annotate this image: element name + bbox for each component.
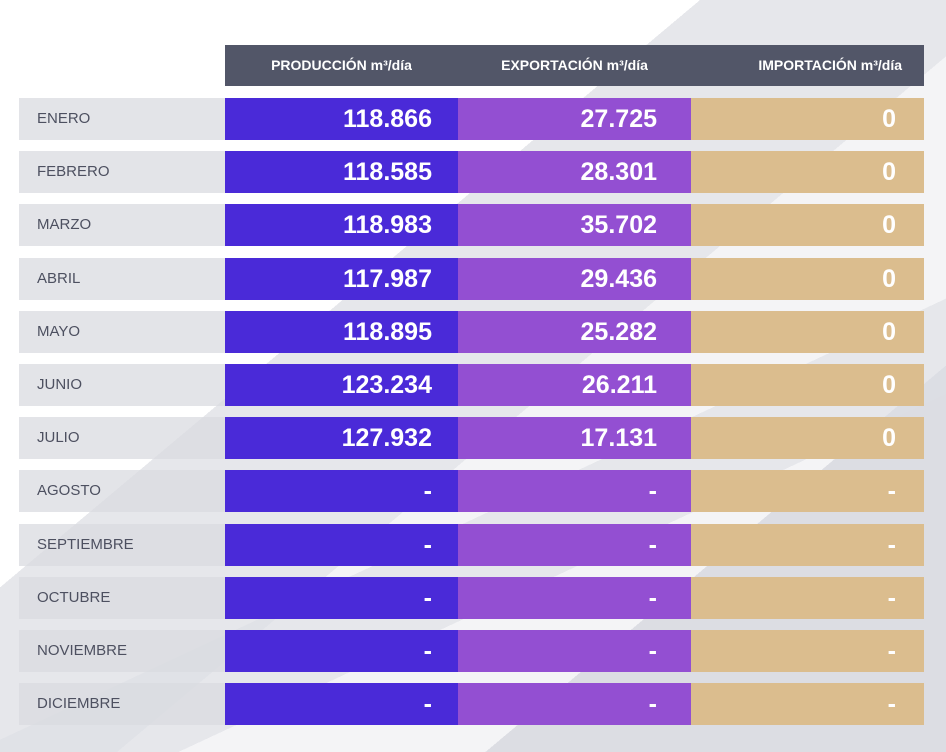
table-row: MAYO 118.895 25.282 0 <box>19 310 924 353</box>
produccion-cell: 123.234 <box>225 363 458 406</box>
exportacion-cell: - <box>458 683 691 726</box>
importacion-cell: - <box>691 523 924 566</box>
exportacion-cell: 26.211 <box>458 363 691 406</box>
produccion-cell: 117.987 <box>225 257 458 300</box>
month-label: SEPTIEMBRE <box>19 523 225 566</box>
exportacion-cell: 28.301 <box>458 151 691 194</box>
importacion-cell: 0 <box>691 363 924 406</box>
month-label: FEBRERO <box>19 151 225 194</box>
table-row: MARZO 118.983 35.702 0 <box>19 204 924 247</box>
month-label: MAYO <box>19 310 225 353</box>
importacion-cell: 0 <box>691 257 924 300</box>
table-row: OCTUBRE - - - <box>19 576 924 619</box>
importacion-cell: 0 <box>691 204 924 247</box>
header-exportacion: EXPORTACIÓN m³/día <box>501 57 648 73</box>
header-importacion: IMPORTACIÓN m³/día <box>758 57 902 73</box>
table-row: AGOSTO - - - <box>19 470 924 513</box>
importacion-cell: 0 <box>691 98 924 140</box>
month-label: OCTUBRE <box>19 576 225 619</box>
importacion-cell: 0 <box>691 310 924 353</box>
produccion-cell: - <box>225 523 458 566</box>
exportacion-cell: 25.282 <box>458 310 691 353</box>
table-row: ENERO 118.866 27.725 0 <box>19 98 924 140</box>
importacion-cell: - <box>691 683 924 726</box>
produccion-cell: 118.585 <box>225 151 458 194</box>
table-row: ABRIL 117.987 29.436 0 <box>19 257 924 300</box>
importacion-cell: - <box>691 576 924 619</box>
exportacion-cell: - <box>458 629 691 672</box>
month-label: MARZO <box>19 204 225 247</box>
exportacion-cell: 35.702 <box>458 204 691 247</box>
produccion-cell: 118.983 <box>225 204 458 247</box>
table-row: FEBRERO 118.585 28.301 0 <box>19 151 924 194</box>
produccion-cell: 118.895 <box>225 310 458 353</box>
importacion-cell: - <box>691 629 924 672</box>
month-label: ABRIL <box>19 257 225 300</box>
table-body: ENERO 118.866 27.725 0 FEBRERO 118.585 28.301 0… <box>19 98 924 736</box>
exportacion-cell: 17.131 <box>458 417 691 460</box>
exportacion-cell: - <box>458 523 691 566</box>
exportacion-cell: 27.725 <box>458 98 691 140</box>
produccion-cell: 127.932 <box>225 417 458 460</box>
produccion-cell: 118.866 <box>225 98 458 140</box>
table-header: PRODUCCIÓN m³/día EXPORTACIÓN m³/día IMP… <box>225 45 924 86</box>
month-label: AGOSTO <box>19 470 225 513</box>
importacion-cell: 0 <box>691 151 924 194</box>
table-row: JUNIO 123.234 26.211 0 <box>19 363 924 406</box>
month-label: ENERO <box>19 98 225 140</box>
header-produccion: PRODUCCIÓN m³/día <box>271 57 412 73</box>
importacion-cell: 0 <box>691 417 924 460</box>
table-row: SEPTIEMBRE - - - <box>19 523 924 566</box>
month-label: JULIO <box>19 417 225 460</box>
table-row: NOVIEMBRE - - - <box>19 629 924 672</box>
produccion-cell: - <box>225 470 458 513</box>
exportacion-cell: 29.436 <box>458 257 691 300</box>
produccion-cell: - <box>225 683 458 726</box>
month-label: JUNIO <box>19 363 225 406</box>
table-row: DICIEMBRE - - - <box>19 683 924 726</box>
produccion-cell: - <box>225 629 458 672</box>
month-label: DICIEMBRE <box>19 683 225 726</box>
exportacion-cell: - <box>458 470 691 513</box>
month-label: NOVIEMBRE <box>19 629 225 672</box>
produccion-cell: - <box>225 576 458 619</box>
table-row: JULIO 127.932 17.131 0 <box>19 417 924 460</box>
exportacion-cell: - <box>458 576 691 619</box>
importacion-cell: - <box>691 470 924 513</box>
